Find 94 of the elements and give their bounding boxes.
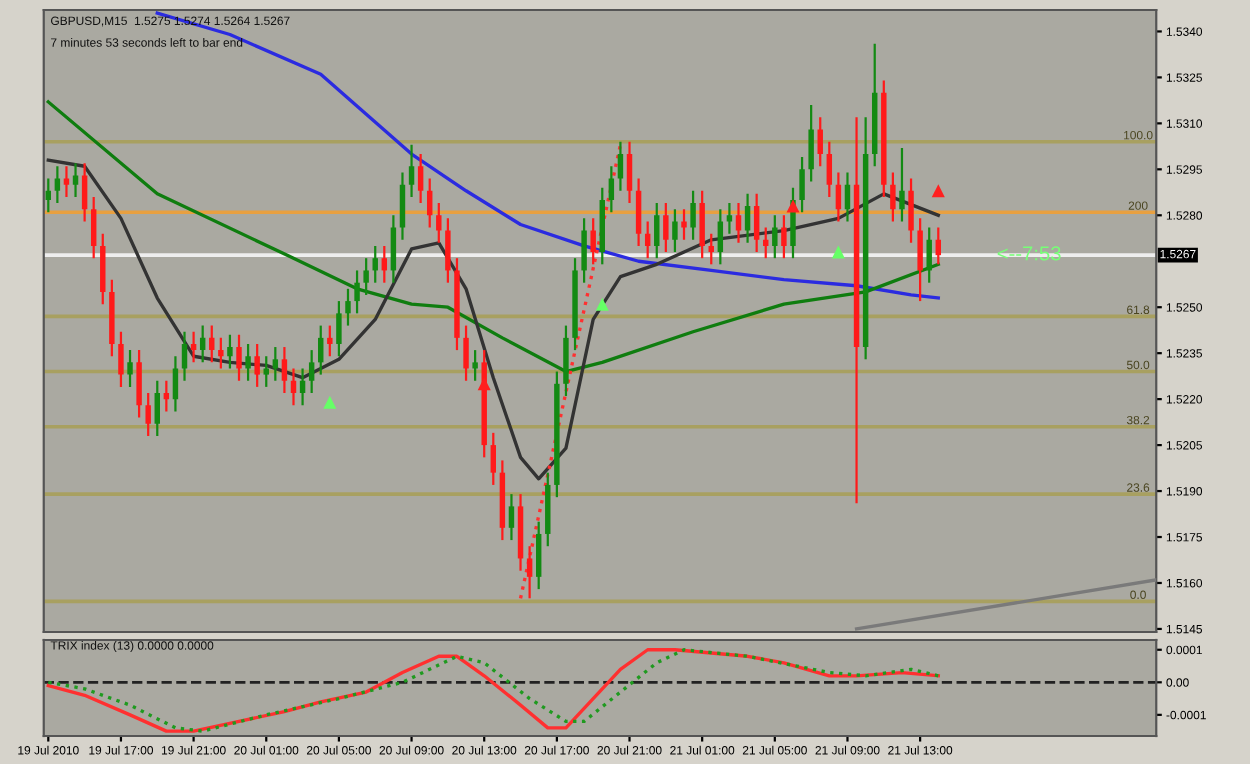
candlestick <box>926 226 932 284</box>
candlestick <box>826 140 833 199</box>
candlestick <box>308 349 315 395</box>
candlestick <box>236 333 242 382</box>
candlestick <box>417 152 424 205</box>
candlestick <box>318 324 324 376</box>
candlestick <box>118 330 124 388</box>
candlestick <box>508 493 515 542</box>
candlestick <box>890 171 896 223</box>
candlestick <box>590 217 596 266</box>
candlestick <box>100 232 106 306</box>
candlestick <box>799 155 805 214</box>
candlestick <box>899 146 905 223</box>
candlestick <box>190 330 197 364</box>
candlestick <box>844 171 851 223</box>
candlestick <box>463 324 469 382</box>
point <box>931 184 945 198</box>
candlestick <box>363 257 369 297</box>
candlestick <box>526 545 533 600</box>
candlestick <box>626 140 633 205</box>
candlestick <box>63 165 70 199</box>
point <box>831 245 845 259</box>
candlestick <box>490 431 497 487</box>
point <box>323 395 337 409</box>
candlestick <box>245 342 251 382</box>
candlestick <box>72 162 79 199</box>
candlestick <box>154 379 160 438</box>
candlestick <box>644 220 651 260</box>
candlestick <box>581 217 587 284</box>
candlestick <box>54 165 61 205</box>
candlestick <box>726 201 733 235</box>
candlestick <box>835 171 842 223</box>
candlestick <box>753 192 760 254</box>
candlestick <box>272 345 279 382</box>
candlestick <box>181 330 188 382</box>
candlestick <box>290 367 297 407</box>
candlestick <box>81 162 88 223</box>
candlestick <box>808 103 814 183</box>
candlestick <box>336 299 342 358</box>
candlestick <box>172 355 179 413</box>
candlestick <box>608 165 615 214</box>
candlestick <box>935 226 942 266</box>
candlestick <box>209 324 215 364</box>
candlestick <box>654 201 660 260</box>
candlestick <box>390 214 397 284</box>
candlestick <box>436 201 442 244</box>
candlestick <box>426 177 433 229</box>
candlestick <box>372 244 378 284</box>
candlestick <box>717 208 724 266</box>
candlestick <box>399 171 406 241</box>
candlestick <box>354 269 360 315</box>
candlestick <box>635 177 642 248</box>
candlestick <box>672 208 678 254</box>
candlestick <box>263 355 269 388</box>
candlestick <box>199 324 206 364</box>
candlestick <box>917 217 923 303</box>
point <box>595 297 609 311</box>
point <box>477 377 491 391</box>
candlestick <box>763 226 769 260</box>
candlestick <box>327 324 333 358</box>
candlestick <box>772 214 778 260</box>
candlestick <box>663 201 669 254</box>
candlestick <box>535 520 542 591</box>
candlestick <box>218 336 224 370</box>
candlestick <box>781 214 787 260</box>
candlestick <box>472 349 478 382</box>
candlestick <box>45 177 52 214</box>
candlestick <box>408 143 415 199</box>
candlestick <box>145 391 151 438</box>
candlestick <box>345 287 351 327</box>
candlestick <box>617 140 624 192</box>
candlestick <box>136 349 142 419</box>
annotation: <--7:53 <box>997 246 1061 261</box>
candlestick <box>908 177 914 244</box>
candlestick <box>445 217 451 284</box>
line-series <box>46 648 940 733</box>
candlestick <box>254 342 260 388</box>
candlestick <box>227 333 233 370</box>
line-series <box>46 158 940 481</box>
candlestick <box>163 379 170 413</box>
candlestick <box>563 324 569 398</box>
candlestick <box>127 349 133 388</box>
candlestick <box>90 195 97 260</box>
candlestick <box>735 201 742 244</box>
point <box>786 199 800 213</box>
candlestick <box>690 189 696 241</box>
candlestick <box>708 232 714 266</box>
candlestick <box>817 116 823 168</box>
candlestick <box>699 189 705 260</box>
candlestick <box>299 367 306 407</box>
candlestick <box>381 244 388 284</box>
candlestick <box>744 192 751 244</box>
candlestick <box>281 345 288 395</box>
candlestick <box>681 208 687 241</box>
